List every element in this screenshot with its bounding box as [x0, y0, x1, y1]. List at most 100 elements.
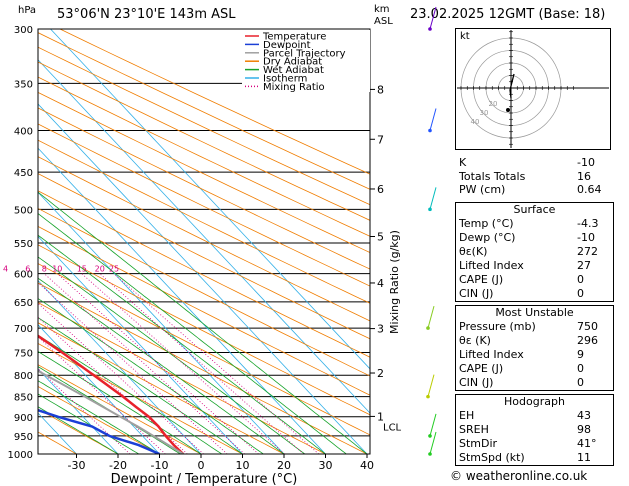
dry-adiabat-line — [38, 46, 370, 206]
pressure-tick-label: 350 — [14, 79, 33, 90]
wind-barb-dot — [426, 326, 430, 330]
stat-value: 41° — [577, 437, 597, 450]
hodograph-table-row: SREH 98 — [456, 423, 613, 437]
height-tick-label: 4 — [377, 277, 384, 290]
isotherm-line — [38, 191, 285, 454]
mixing-ratio-line — [57, 273, 259, 454]
dry-adiabat-line — [38, 282, 368, 454]
indices-table: K -10 Totals Totals 16 PW (cm) 0.64 — [456, 156, 614, 197]
km-axis-label: km — [374, 4, 390, 15]
isotherm-line — [38, 280, 202, 454]
dry-adiabat-line — [38, 139, 370, 304]
stat-label: StmDir — [459, 437, 498, 450]
stat-value: 9 — [577, 348, 584, 361]
mixing-ratio-label: 6 — [25, 265, 30, 274]
stat-label: CIN (J) — [459, 376, 494, 389]
dry-adiabat-line — [38, 91, 370, 254]
index-value: 16 — [577, 169, 591, 183]
surface-row: θε(K) 272 — [456, 245, 613, 259]
legend-item: Dry Adiabat — [263, 57, 322, 68]
x-tick-label: -30 — [68, 459, 86, 472]
most-unstable-box: Most Unstable Pressure (mb) 750 θε (K) 296 L… — [455, 305, 614, 391]
stat-value: 296 — [577, 334, 598, 347]
wind-barb-dot — [428, 434, 432, 438]
stat-label: EH — [459, 409, 475, 422]
dry-adiabat-line — [38, 225, 370, 396]
hodograph-table-row: StmDir 41° — [456, 437, 613, 451]
copyright-footer: © weatheronline.co.uk — [450, 469, 588, 483]
dry-adiabat-line — [38, 263, 370, 436]
mixing-ratio-label: 4 — [3, 265, 8, 274]
legend-item: Wet Adiabat — [263, 65, 324, 76]
hodograph-stats-box: Hodograph EH 43 SREH 98 StmDir 41° StmSpd (kt)… — [455, 394, 614, 466]
wind-barb — [429, 431, 437, 455]
wind-barb — [427, 305, 435, 329]
pressure-tick-label: 850 — [14, 393, 33, 404]
pressure-tick-label: 700 — [14, 324, 33, 335]
series-line-dewpoint — [38, 408, 160, 454]
pressure-tick-label: 400 — [14, 127, 33, 138]
most-unstable-row: θε (K) 296 — [456, 334, 613, 348]
dry-adiabat-line — [38, 76, 370, 237]
stat-label: CIN (J) — [459, 287, 494, 300]
index-label: Totals Totals — [459, 169, 526, 183]
stat-value: -4.3 — [577, 217, 599, 230]
asl-axis-label: ASL — [374, 16, 393, 27]
stat-value: 0 — [577, 362, 584, 375]
hodograph-ring-label: 20 — [489, 100, 498, 108]
wet-adiabat-line — [38, 256, 306, 454]
stat-label: Dewp (°C) — [459, 231, 516, 244]
pressure-tick-label: 600 — [14, 270, 33, 281]
surface-box: Surface Temp (°C) -4.3 Dewp (°C) -10 θε(K) 27… — [455, 202, 614, 302]
stat-label: CAPE (J) — [459, 362, 504, 375]
height-tick-label: 7 — [377, 133, 384, 146]
isotherm-line — [38, 103, 368, 454]
wet-adiabat-line — [38, 393, 140, 454]
height-tick-label: 6 — [377, 183, 384, 196]
isotherm-line — [50, 29, 370, 370]
plot-frame — [37, 28, 371, 455]
dry-adiabat-line — [38, 385, 160, 454]
wet-adiabat-line — [38, 406, 119, 454]
hodograph-trace — [509, 73, 515, 99]
surface-row: Lifted Index 27 — [456, 259, 613, 273]
wet-adiabat-line — [38, 234, 326, 454]
pressure-tick-label: 500 — [14, 205, 33, 216]
isotherm-line — [38, 235, 243, 454]
pressure-tick-label: 950 — [14, 432, 33, 443]
hodograph-table-row: EH 43 — [456, 409, 613, 423]
dry-adiabat-line — [38, 123, 370, 287]
height-tick-label: 1 — [377, 410, 384, 423]
pressure-tick-label: 900 — [14, 413, 33, 424]
x-axis-label: Dewpoint / Temperature (°C) — [111, 472, 298, 486]
pressure-tick-label: 450 — [14, 168, 33, 179]
stat-label: Pressure (mb) — [459, 320, 536, 333]
legend-item: Isotherm — [263, 74, 307, 85]
wet-adiabat-line — [38, 191, 368, 454]
legend-item: Temperature — [262, 32, 326, 43]
stat-label: CAPE (J) — [459, 273, 504, 286]
hodograph-table-row: StmSpd (kt) 11 — [456, 451, 613, 465]
dry-adiabat-line — [38, 207, 370, 377]
wind-barb-dot — [428, 452, 432, 456]
height-tick-label: 2 — [377, 367, 384, 380]
hodograph-ring-label: 40 — [471, 118, 480, 126]
wet-adiabat-line — [38, 351, 202, 454]
mixing-ratio-line — [81, 273, 285, 454]
lcl-label: LCL — [383, 422, 402, 433]
most-unstable-row: CIN (J) 0 — [456, 376, 613, 390]
surface-row: CAPE (J) 0 — [456, 273, 613, 287]
x-tick-label: 0 — [198, 459, 205, 472]
mixing-ratio-axis-label: Mixing Ratio (g/kg) — [388, 230, 401, 334]
stat-value: 0 — [577, 376, 584, 389]
pressure-tick-label: 750 — [14, 348, 33, 359]
height-tick-label: 3 — [377, 323, 384, 336]
wind-barb — [429, 413, 437, 437]
mixing-ratio-label: 15 — [77, 265, 87, 274]
isotherm-line — [38, 368, 119, 454]
hodograph-stats-title: Hodograph — [504, 395, 565, 408]
series-line-temperature — [38, 334, 185, 454]
stat-label: StmSpd (kt) — [459, 451, 525, 464]
wind-barb-dot — [426, 394, 430, 399]
stat-label: Lifted Index — [459, 259, 524, 272]
